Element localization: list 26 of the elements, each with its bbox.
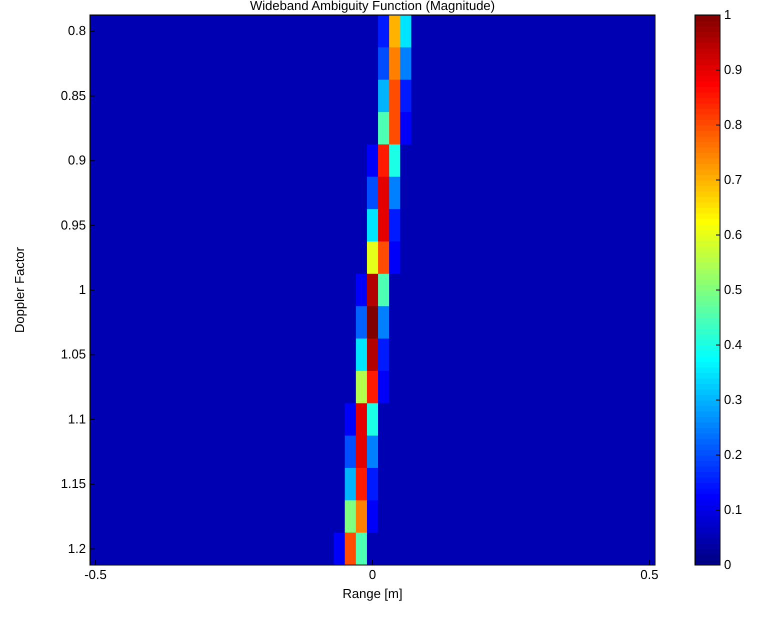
color-bar-label: 0.9	[724, 62, 742, 77]
y-axis-title: Doppler Factor	[12, 246, 27, 333]
color-bar-label: 0.4	[724, 337, 742, 352]
y-tick-label: 0.85	[60, 88, 86, 103]
y-tick-label: 1.05	[60, 346, 86, 362]
y-tick-label: 0.8	[68, 23, 86, 38]
color-bar-label: 1	[724, 7, 732, 22]
y-tick-label: 1	[78, 282, 86, 297]
chart-title: Wideband Ambiguity Function (Magnitude)	[250, 0, 495, 13]
y-tick-label: 0.9	[68, 152, 86, 168]
y-tick-label: 0.95	[60, 217, 86, 232]
x-tick-label: 0	[368, 567, 376, 582]
y-tick-label: 1.2	[68, 540, 86, 556]
y-tick-label: 1.15	[60, 476, 86, 492]
color-bar-label: 0.3	[724, 392, 742, 407]
x-tick-label: 0.5	[640, 567, 658, 582]
color-bar-label: 0.6	[724, 227, 742, 242]
x-axis-title: Range [m]	[342, 586, 402, 601]
color-bar-label: 0.7	[724, 172, 742, 187]
y-tick-label: 1.1	[68, 411, 86, 426]
color-bar-label: 0	[724, 557, 732, 572]
color-bar-label: 0.5	[724, 282, 742, 297]
color-bar-label: 0.1	[724, 502, 742, 517]
color-bar-label: 0.8	[724, 117, 742, 132]
color-bar-label: 0.2	[724, 447, 742, 462]
x-tick-label: -0.5	[84, 567, 107, 582]
